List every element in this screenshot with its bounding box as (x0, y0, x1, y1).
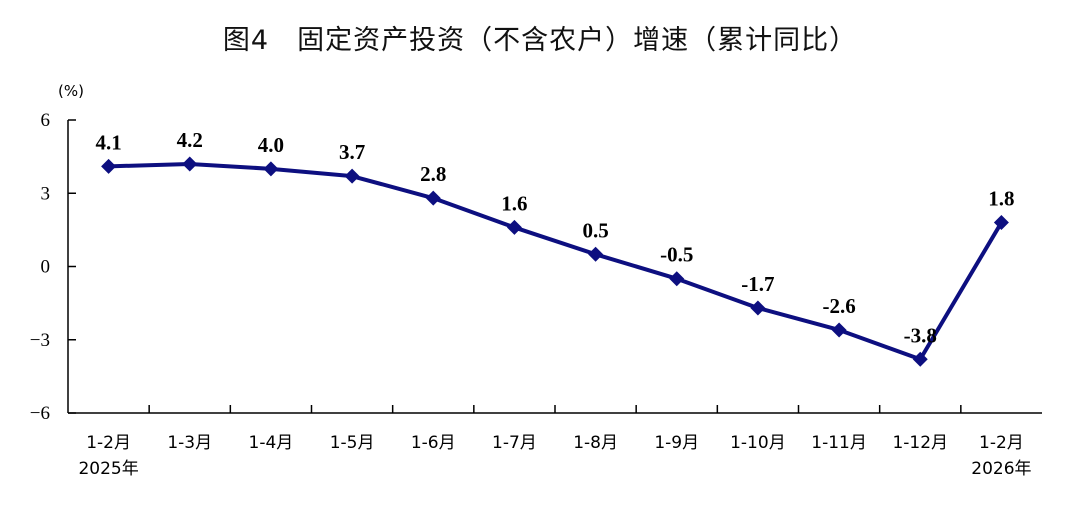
x-category-label: 1-4月 (249, 433, 294, 453)
data-point-marker (263, 161, 279, 177)
y-tick-label: −3 (30, 330, 50, 351)
data-label: 3.7 (339, 140, 365, 164)
data-label: 2.8 (420, 162, 446, 186)
x-category-label: 1-6月 (411, 433, 456, 453)
y-tick-label: 6 (41, 110, 51, 131)
y-tick-label: −6 (30, 403, 50, 424)
data-label: 1.8 (988, 187, 1014, 211)
x-category-label: 1-5月 (330, 433, 375, 453)
data-point-marker (669, 271, 685, 287)
y-tick-label: 3 (41, 183, 51, 204)
data-label: 4.1 (95, 130, 121, 154)
x-category-year-label: 2025年 (78, 459, 138, 479)
x-category-label: 1-9月 (654, 433, 699, 453)
data-point-marker (344, 168, 360, 184)
data-label: 1.6 (501, 191, 527, 215)
data-label: 4.0 (258, 133, 284, 157)
x-category-label: 1-8月 (573, 433, 618, 453)
data-point-marker (101, 158, 117, 174)
chart-title: 图4 固定资产投资（不含农户）增速（累计同比） (222, 25, 858, 56)
x-category-label: 1-11月 (811, 433, 867, 453)
y-tick-label: 0 (41, 257, 51, 278)
data-point-marker (912, 351, 928, 367)
x-category-label: 1-10月 (730, 433, 786, 453)
x-category-year-label: 2026年 (971, 459, 1031, 479)
data-point-marker (993, 215, 1009, 231)
data-label: -0.5 (660, 243, 693, 267)
data-label: -2.6 (822, 294, 855, 318)
data-label: 4.2 (177, 128, 203, 152)
series-line (106, 161, 1004, 362)
x-category-label: 1-7月 (492, 433, 537, 453)
data-point-marker (831, 322, 847, 338)
x-category-label: 1-2月 (86, 433, 131, 453)
x-category-label: 1-2月 (979, 433, 1024, 453)
x-category-label: 1-3月 (167, 433, 212, 453)
data-point-marker (425, 190, 441, 206)
x-category-label: 1-12月 (892, 433, 948, 453)
data-label: 0.5 (582, 218, 608, 242)
y-axis-unit-label: (%) (58, 82, 84, 100)
data-point-marker (750, 300, 766, 316)
data-point-marker (588, 246, 604, 262)
data-point-marker (182, 156, 198, 172)
data-label: -1.7 (741, 272, 774, 296)
data-point-marker (506, 219, 522, 235)
data-label: -3.8 (904, 323, 937, 347)
